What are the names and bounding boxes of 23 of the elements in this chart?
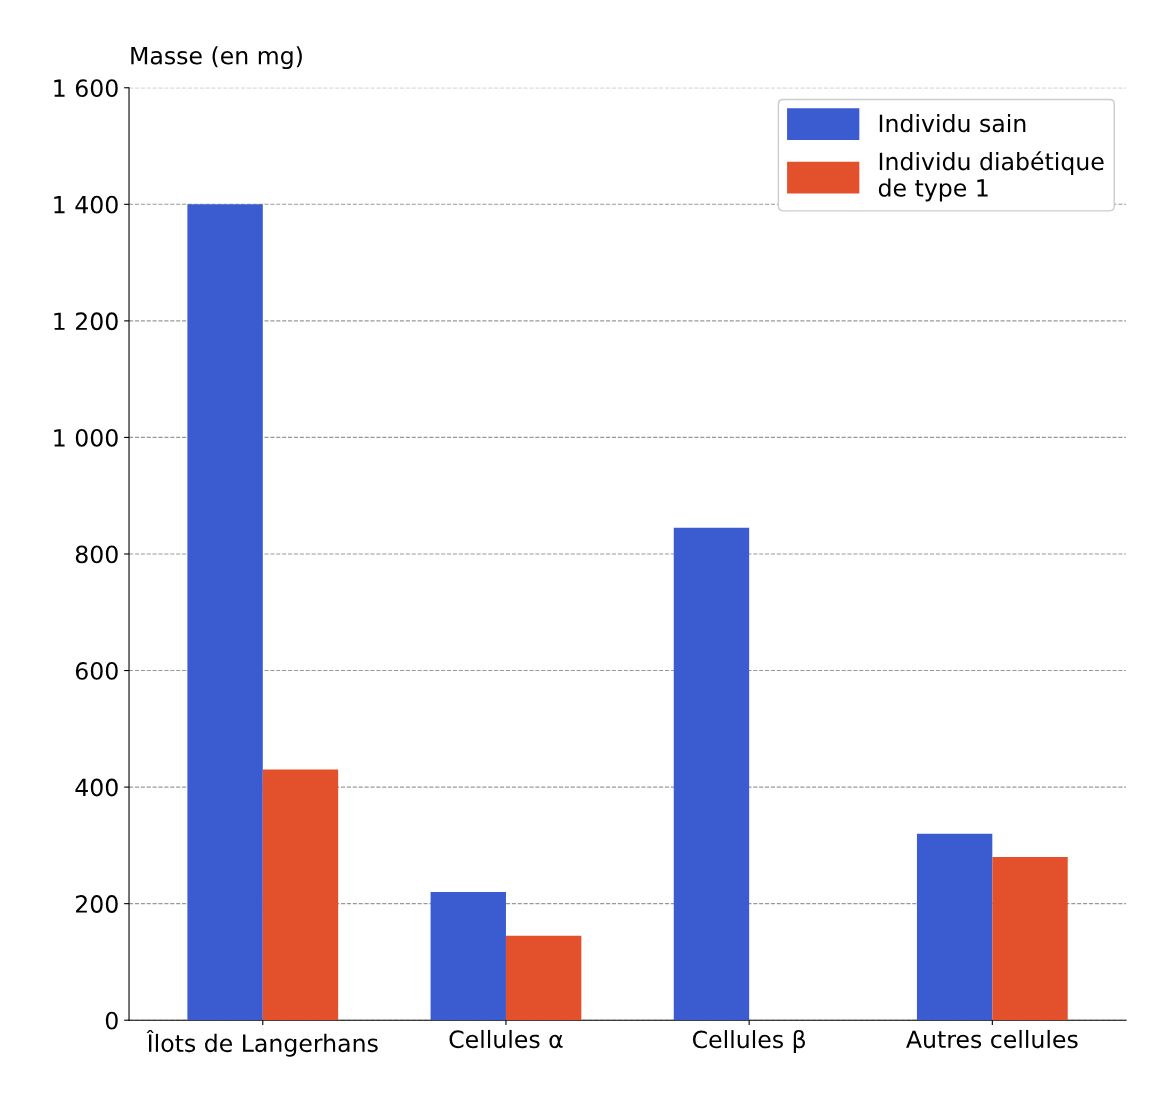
x-tick-label: Autres cellules <box>906 1029 1078 1049</box>
legend-label: Individu diabétique de type 1 <box>878 151 1104 202</box>
y-tick-label: 400 <box>75 778 118 797</box>
bar <box>262 769 339 1021</box>
y-tick-label: 800 <box>75 545 118 564</box>
bar <box>916 833 993 1021</box>
y-tick-label: 600 <box>75 661 118 680</box>
y-tick-label: 1 200 <box>54 312 118 331</box>
x-tick-label: Cellules β <box>692 1029 805 1053</box>
legend-label: Individu sain <box>879 113 1026 133</box>
y-tick-label: 1 000 <box>54 428 118 447</box>
x-tick-label: Îlots de Langerhans <box>146 1029 378 1057</box>
y-tick-label: 0 <box>105 1011 118 1030</box>
y-axis-title: Masse (en mg) <box>131 46 302 70</box>
bar <box>187 204 263 1021</box>
x-tick-label: Cellules α <box>449 1029 563 1049</box>
bar <box>992 857 1068 1021</box>
bar <box>430 892 506 1021</box>
y-tick-label: 200 <box>75 895 118 913</box>
y-tick-label: 1 600 <box>54 79 118 98</box>
y-tick-label: 1 400 <box>54 195 118 214</box>
bar <box>505 935 582 1021</box>
bar <box>673 527 750 1021</box>
